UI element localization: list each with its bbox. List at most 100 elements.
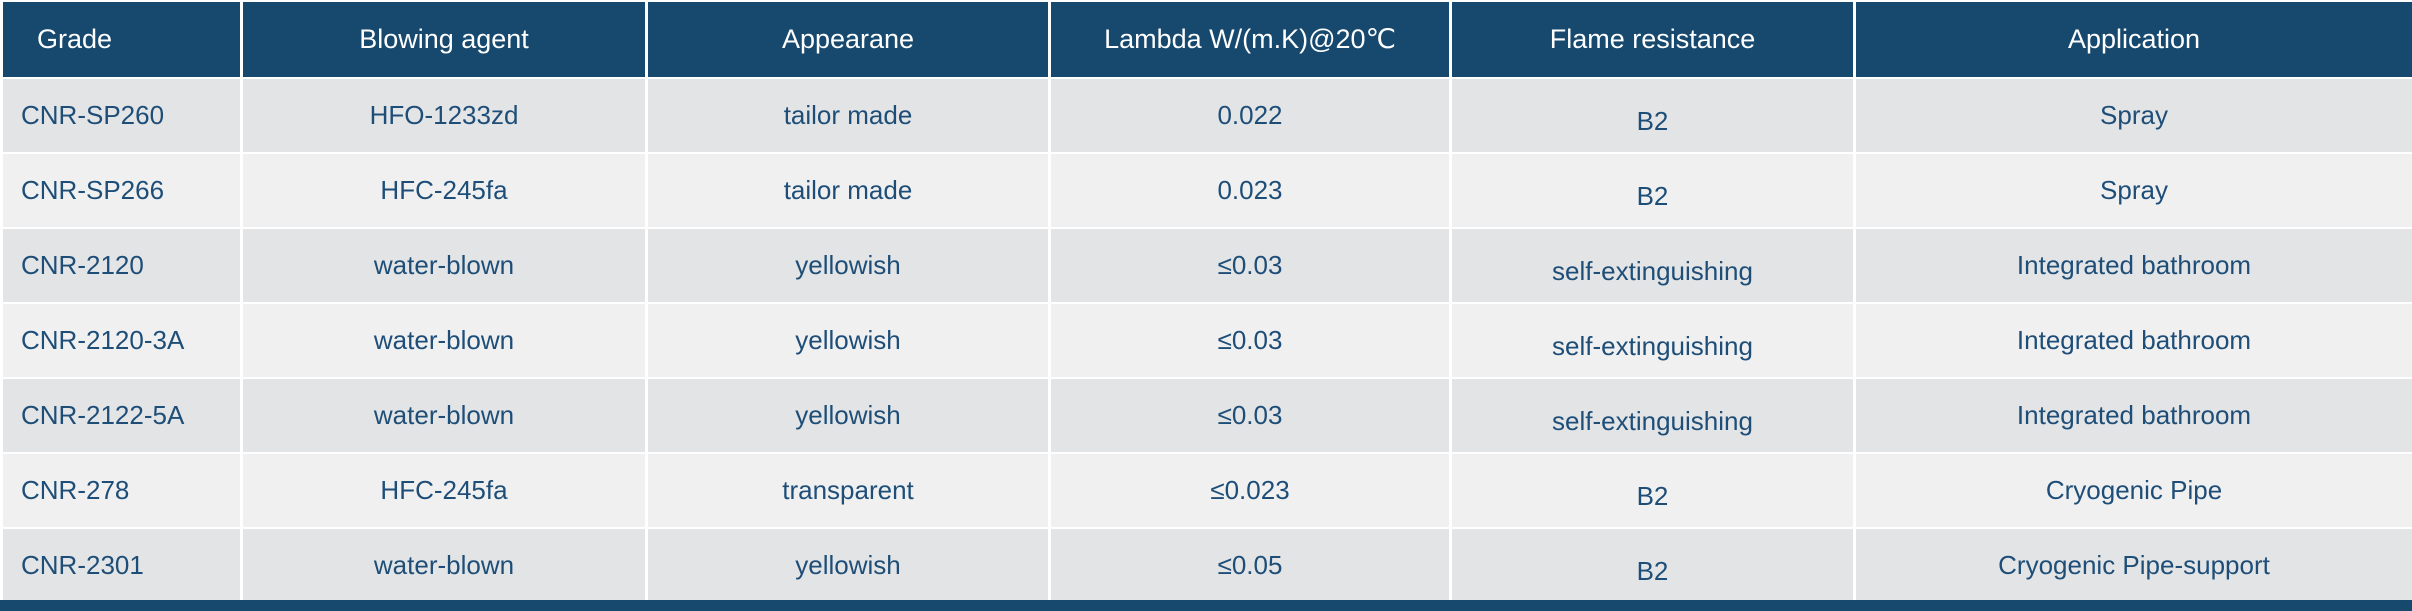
cell-application: Integrated bathroom (1856, 304, 2412, 377)
cell-application: Cryogenic Pipe (1856, 454, 2412, 527)
cell-appearance: yellowish (648, 379, 1048, 452)
cell-text: yellowish (795, 325, 901, 355)
table-row: CNR-SP266 HFC-245fa tailor made 0.023 B2 Spra… (3, 154, 2412, 227)
column-header-appearance: Appearane (648, 2, 1048, 77)
column-header-flame-resistance: Flame resistance (1452, 2, 1853, 77)
table-row: CNR-278 HFC-245fa transparent ≤0.023 B2 Cryog… (3, 454, 2412, 527)
cell-lambda: 0.023 (1051, 154, 1449, 227)
cell-lambda: ≤0.05 (1051, 529, 1449, 602)
cell-text: ≤0.03 (1217, 250, 1283, 280)
cell-text: yellowish (795, 250, 901, 280)
cell-flame-resistance: self-extinguishing (1452, 379, 1853, 452)
cell-text: CNR-2122-5A (21, 400, 185, 430)
cell-flame-resistance: self-extinguishing (1452, 229, 1853, 302)
cell-application: Cryogenic Pipe-support (1856, 529, 2412, 602)
cell-blowing-agent: water-blown (243, 304, 645, 377)
cell-text: B2 (1636, 106, 1669, 136)
cell-lambda: ≤0.03 (1051, 229, 1449, 302)
cell-flame-resistance: B2 (1452, 529, 1853, 602)
cell-flame-resistance: self-extinguishing (1452, 304, 1853, 377)
cell-text: self-extinguishing (1552, 256, 1753, 286)
cell-text: Integrated bathroom (2016, 250, 2252, 280)
cell-grade: CNR-2122-5A (3, 379, 240, 452)
cell-flame-resistance: B2 (1452, 154, 1853, 227)
table-header: Grade Blowing agent Appearane Lambda W/(… (3, 2, 2412, 77)
cell-text: B2 (1636, 481, 1669, 511)
cell-flame-resistance: B2 (1452, 79, 1853, 152)
column-header-blowing-agent: Blowing agent (243, 2, 645, 77)
cell-grade: CNR-2120-3A (3, 304, 240, 377)
cell-flame-resistance: B2 (1452, 454, 1853, 527)
cell-text: tailor made (783, 100, 913, 130)
cell-text: 0.022 (1217, 100, 1283, 130)
cell-blowing-agent: water-blown (243, 529, 645, 602)
cell-application: Integrated bathroom (1856, 379, 2412, 452)
cell-grade: CNR-2301 (3, 529, 240, 602)
cell-grade: CNR-2120 (3, 229, 240, 302)
cell-text: Cryogenic Pipe-support (1998, 550, 2270, 580)
cell-text: Spray (2100, 100, 2168, 130)
cell-text: water-blown (373, 550, 515, 580)
table-row: CNR-2120-3A water-blown yellowish ≤0.03 self… (3, 304, 2412, 377)
cell-appearance: tailor made (648, 79, 1048, 152)
cell-blowing-agent: HFO-1233zd (243, 79, 645, 152)
table-row: CNR-2122-5A water-blown yellowish ≤0.03 self… (3, 379, 2412, 452)
cell-text: CNR-2301 (21, 550, 144, 580)
cell-text: CNR-2120 (21, 250, 144, 280)
cell-text: 0.023 (1217, 175, 1283, 205)
cell-text: CNR-SP260 (21, 100, 165, 130)
cell-grade: CNR-278 (3, 454, 240, 527)
cell-appearance: tailor made (648, 154, 1048, 227)
table-body: CNR-SP260 HFO-1233zd tailor made 0.022 B2 Spr… (3, 79, 2412, 602)
cell-blowing-agent: HFC-245fa (243, 154, 645, 227)
cell-application: Spray (1856, 154, 2412, 227)
cell-text: ≤0.05 (1217, 550, 1283, 580)
cell-lambda: 0.022 (1051, 79, 1449, 152)
cell-text: Integrated bathroom (2016, 325, 2252, 355)
cell-text: CNR-SP266 (21, 175, 165, 205)
cell-text: water-blown (373, 400, 515, 430)
table-row: CNR-SP260 HFO-1233zd tailor made 0.022 B2 Spr… (3, 79, 2412, 152)
cell-text: Integrated bathroom (2016, 400, 2252, 430)
cell-text: CNR-278 (21, 475, 130, 505)
cell-blowing-agent: water-blown (243, 229, 645, 302)
table-row: CNR-2120 water-blown yellowish ≤0.03 self-ex… (3, 229, 2412, 302)
cell-text: yellowish (795, 550, 901, 580)
cell-blowing-agent: water-blown (243, 379, 645, 452)
cell-text: water-blown (373, 250, 515, 280)
cell-text: ≤0.023 (1210, 475, 1290, 505)
cell-text: ≤0.03 (1217, 400, 1283, 430)
cell-text: Cryogenic Pipe (2045, 475, 2223, 505)
cell-text: self-extinguishing (1552, 406, 1753, 436)
cell-text: B2 (1636, 181, 1669, 211)
cell-lambda: ≤0.03 (1051, 379, 1449, 452)
cell-text: ≤0.03 (1217, 325, 1283, 355)
cell-text: HFC-245fa (380, 175, 508, 205)
cell-application: Integrated bathroom (1856, 229, 2412, 302)
cell-text: water-blown (373, 325, 515, 355)
cell-grade: CNR-SP260 (3, 79, 240, 152)
cell-text: CNR-2120-3A (21, 325, 185, 355)
header-row: Grade Blowing agent Appearane Lambda W/(… (3, 2, 2412, 77)
cell-grade: CNR-SP266 (3, 154, 240, 227)
table-bottom-border (0, 600, 2412, 611)
cell-application: Spray (1856, 79, 2412, 152)
cell-lambda: ≤0.03 (1051, 304, 1449, 377)
cell-blowing-agent: HFC-245fa (243, 454, 645, 527)
cell-text: self-extinguishing (1552, 331, 1753, 361)
cell-text: B2 (1636, 556, 1669, 586)
cell-lambda: ≤0.023 (1051, 454, 1449, 527)
cell-text: transparent (782, 475, 914, 505)
cell-appearance: transparent (648, 454, 1048, 527)
cell-text: HFO-1233zd (369, 100, 519, 130)
column-header-grade: Grade (3, 2, 240, 77)
table-row: CNR-2301 water-blown yellowish ≤0.05 B2 Cryog… (3, 529, 2412, 602)
cell-text: Spray (2100, 175, 2168, 205)
cell-appearance: yellowish (648, 304, 1048, 377)
column-header-application: Application (1856, 2, 2412, 77)
cell-appearance: yellowish (648, 229, 1048, 302)
column-header-lambda: Lambda W/(m.K)@20℃ (1051, 2, 1449, 77)
cell-text: HFC-245fa (380, 475, 508, 505)
